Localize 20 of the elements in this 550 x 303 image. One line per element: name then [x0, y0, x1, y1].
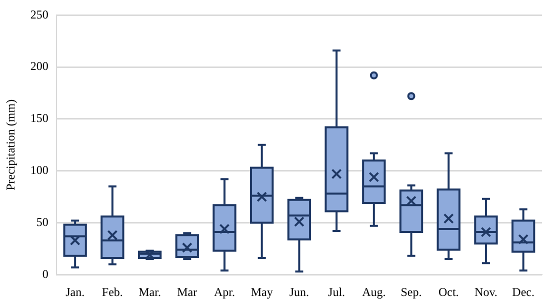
- y-axis-title: Precipitation (mm): [3, 99, 18, 190]
- x-tick-label: Feb.: [102, 284, 123, 299]
- x-tick-label: Jul.: [328, 284, 346, 299]
- x-tick-label: Nov.: [474, 284, 498, 299]
- y-tick-label: 50: [36, 214, 48, 229]
- x-tick-label: Apr.: [214, 284, 235, 299]
- y-tick-label: 100: [30, 162, 48, 177]
- x-tick-label: May: [250, 284, 273, 299]
- x-tick-label: Jun.: [289, 284, 310, 299]
- y-tick-label: 0: [42, 266, 48, 281]
- x-tick-label: Dec.: [512, 284, 534, 299]
- x-tick-label: Aug.: [362, 284, 386, 299]
- y-tick-label: 150: [30, 111, 48, 126]
- x-tick-label: Sep.: [400, 284, 422, 299]
- x-tick-label: Mar: [177, 284, 198, 299]
- x-tick-label: Oct.: [438, 284, 459, 299]
- x-tick-label: Mar.: [138, 284, 161, 299]
- y-tick-label: 200: [30, 59, 48, 74]
- x-tick-label: Jan.: [66, 284, 85, 299]
- y-tick-label: 250: [30, 7, 48, 22]
